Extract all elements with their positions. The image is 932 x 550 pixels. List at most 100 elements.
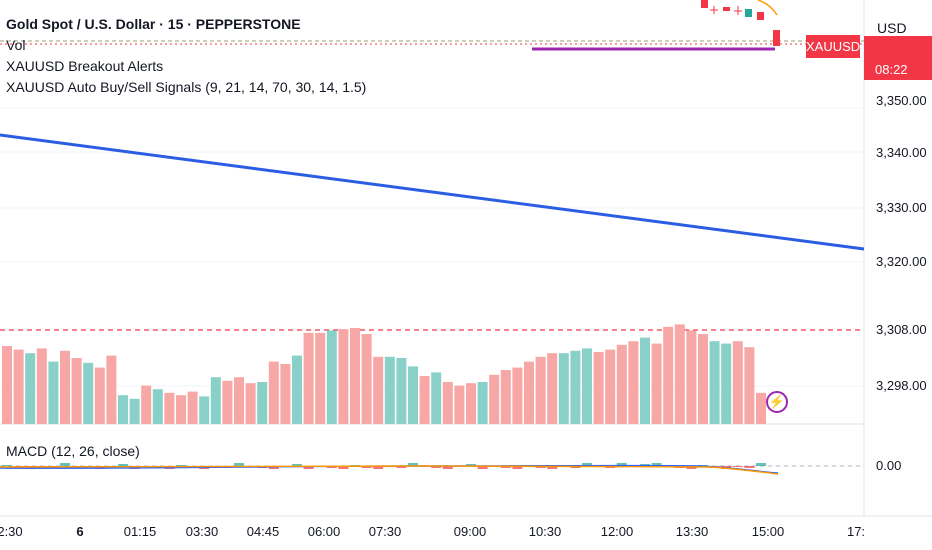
macd-hist-bar (732, 466, 743, 467)
volume-bar (83, 362, 94, 424)
volume-bar (547, 353, 558, 424)
macd-hist-bar (756, 463, 766, 466)
volume-bar (245, 383, 256, 424)
volume-bar (442, 382, 453, 424)
volume-bar (199, 396, 210, 424)
signal-line (0, 465, 779, 475)
price-label: 3,308.00 (876, 322, 927, 337)
macd-hist-bar (512, 466, 523, 469)
macd-hist-bar (338, 466, 349, 469)
lightning-icon[interactable]: ⚡ (766, 391, 788, 413)
volume-bar (698, 334, 708, 424)
currency-label[interactable]: USD (877, 20, 907, 36)
volume-bar (257, 382, 268, 424)
volume-bar (431, 372, 442, 424)
volume-bar (593, 352, 604, 424)
time-label: 17: (846, 524, 866, 539)
volume-bar (315, 332, 326, 424)
time-label: 07:30 (368, 524, 402, 539)
volume-bar (129, 398, 140, 424)
volume-bar (71, 358, 82, 424)
volume-bar (663, 326, 674, 424)
volume-bar (651, 343, 662, 424)
chart-legend: Gold Spot / U.S. Dollar · 15 · PEPPERSTO… (6, 14, 366, 98)
macd-hist-bar (396, 466, 407, 468)
volume-bar (466, 383, 476, 424)
symbol-price-tag: XAUUSD (806, 35, 860, 58)
time-label: 09:00 (453, 524, 487, 539)
last-price-tag (864, 36, 932, 59)
volume-bar (36, 348, 47, 424)
macd-hist-bar (292, 464, 302, 466)
volume-bar (640, 337, 650, 424)
macd-hist-bar (234, 463, 244, 466)
volume-bar (176, 395, 186, 424)
volume-bar (535, 356, 546, 424)
macd-hist-bar (442, 466, 453, 469)
macd-hist-bar (477, 466, 488, 469)
time-label: 03:30 (185, 524, 219, 539)
volume-bar (152, 389, 163, 424)
time-label: 06:00 (307, 524, 341, 539)
volume-bar (141, 385, 152, 424)
volume-bar (164, 392, 175, 424)
macd-hist-bar (408, 463, 418, 466)
volume-bar (222, 380, 233, 424)
volume-bar (2, 346, 12, 424)
time-label: 10:30 (528, 524, 562, 539)
symbol-title[interactable]: Gold Spot / U.S. Dollar · 15 · PEPPERSTO… (6, 16, 301, 32)
volume-bar (558, 353, 569, 424)
volume-bar (756, 392, 766, 424)
price-label: 3,320.00 (876, 254, 927, 269)
macd-hist-bar (651, 463, 662, 466)
volume-bar (419, 376, 430, 424)
volume-bar (605, 349, 616, 424)
volume-bar (106, 355, 117, 424)
time-label: 01:15 (123, 524, 157, 539)
legend-auto-signals[interactable]: XAUUSD Auto Buy/Sell Signals (9, 21, 14,… (6, 79, 367, 95)
macd-hist-bar (2, 465, 12, 466)
time-label: 12:00 (600, 524, 634, 539)
trend-line (0, 133, 865, 251)
volume-bar (303, 332, 314, 424)
macd-hist-bar (744, 466, 755, 468)
time-label: 2:30 (0, 524, 23, 539)
volume-bar (187, 391, 198, 424)
volume-bar (350, 328, 360, 424)
volume-bar (628, 341, 639, 424)
macd-hist-bar (118, 464, 128, 466)
macd-hist-bar (431, 466, 442, 468)
volume-bar (210, 377, 221, 424)
volume-bar (570, 350, 581, 424)
price-label: 3,340.00 (876, 145, 927, 160)
volume-bars (2, 324, 766, 424)
volume-bar (280, 364, 291, 424)
time-label: 15:00 (751, 524, 785, 539)
volume-bar (454, 385, 465, 424)
volume-bar (384, 356, 395, 424)
legend-breakout-alerts[interactable]: XAUUSD Breakout Alerts (6, 58, 164, 74)
candles (701, 0, 780, 46)
macd-hist-bar (616, 463, 627, 466)
macd-legend[interactable]: MACD (12, 26, close) (6, 443, 140, 459)
volume-bar (709, 341, 720, 424)
volume-bar (616, 344, 627, 424)
volume-bar (744, 347, 755, 424)
legend-vol[interactable]: Vol (6, 37, 26, 53)
volume-bar (524, 361, 534, 424)
volume-bar (674, 324, 685, 424)
macd-hist-bar (373, 466, 384, 469)
macd-hist-bar (303, 466, 314, 469)
volume-bar (13, 349, 24, 424)
volume-bar (361, 334, 372, 424)
time-label: 13:30 (675, 524, 709, 539)
volume-bar (118, 395, 128, 424)
volume-bar (477, 382, 488, 424)
macd-hist-bar (547, 466, 558, 469)
price-label: 3,330.00 (876, 200, 927, 215)
volume-bar (500, 370, 511, 424)
macd-hist-bar (466, 464, 476, 466)
time-label: 04:45 (246, 524, 280, 539)
volume-bar (234, 377, 244, 424)
